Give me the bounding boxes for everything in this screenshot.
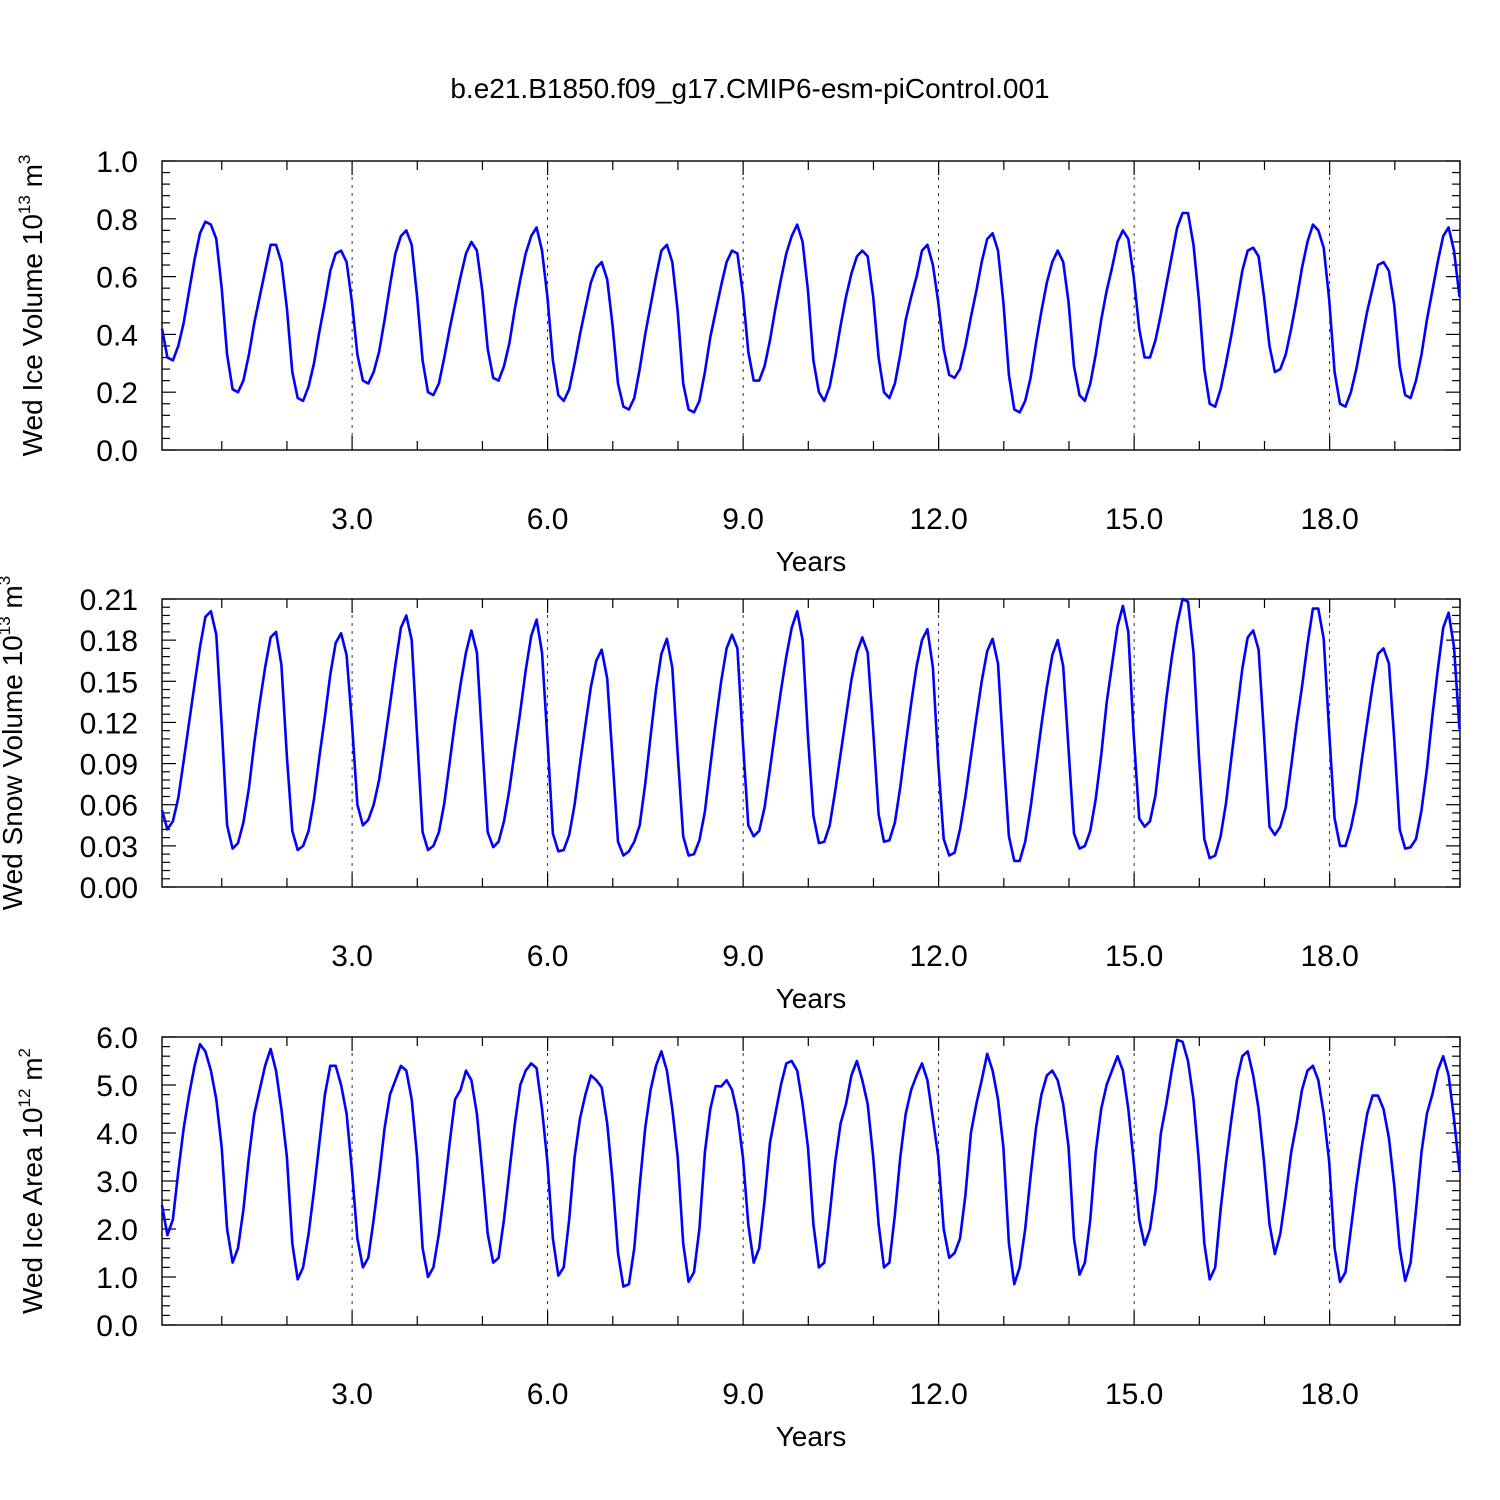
y-tick-label: 0.03 xyxy=(80,831,138,864)
y-axis-title-part: 3 xyxy=(15,155,34,164)
y-tick-label: 0.8 xyxy=(96,204,138,237)
y-axis-title-part: 2 xyxy=(15,1048,34,1057)
y-tick-label: 0.6 xyxy=(96,262,138,295)
figure-title: b.e21.B1850.f09_g17.CMIP6-esm-piControl.… xyxy=(450,73,1049,104)
y-axis-title: Wed Snow Volume 1013 m3 xyxy=(0,576,28,910)
y-tick-label: 0.21 xyxy=(80,584,138,617)
y-tick-label: 0.15 xyxy=(80,666,138,699)
y-tick-label: 0.0 xyxy=(96,1310,138,1343)
ice-volume-panel: 0.0 0.2 0.4 0.6 0.8 1.0 3.0 6.0 9.0 12.0 15.0 18.0 Y… xyxy=(15,146,1461,577)
y-axis-title-part: m xyxy=(0,585,28,616)
y-axis-title-part: 3 xyxy=(0,576,14,585)
x-tick-label: 12.0 xyxy=(909,1378,967,1411)
x-tick-label: 3.0 xyxy=(331,503,373,536)
y-tick-label: 5.0 xyxy=(96,1070,138,1103)
y-axis-title-part: 12 xyxy=(15,1089,34,1108)
ice-area-panel: 0.0 1.0 2.0 3.0 4.0 5.0 6.0 3.0 6.0 9.0 12.0 15.0 18… xyxy=(15,1022,1461,1452)
series-line xyxy=(160,597,1461,863)
plot-frame xyxy=(161,1036,1461,1326)
x-tick-label: 15.0 xyxy=(1105,503,1163,536)
x-tick-label: 9.0 xyxy=(722,503,764,536)
y-tick-label: 0.18 xyxy=(80,625,138,658)
y-tick-label: 3.0 xyxy=(96,1166,138,1199)
x-tick-label: 3.0 xyxy=(331,1378,373,1411)
y-tick-label: 0.06 xyxy=(80,790,138,823)
plot-frame xyxy=(161,598,1461,888)
y-tick-label: 0.12 xyxy=(80,707,138,740)
x-axis-title: Years xyxy=(776,546,847,577)
y-tick-label: 1.0 xyxy=(96,146,138,179)
x-tick-label: 12.0 xyxy=(909,503,967,536)
y-tick-label: 0.09 xyxy=(80,749,138,782)
y-tick-label: 0.4 xyxy=(96,319,138,352)
series-line xyxy=(160,211,1461,414)
x-tick-label: 18.0 xyxy=(1300,503,1358,536)
x-tick-label: 9.0 xyxy=(722,940,764,973)
series-line xyxy=(160,1038,1461,1288)
x-tick-label: 18.0 xyxy=(1300,940,1358,973)
x-tick-label: 15.0 xyxy=(1105,1378,1163,1411)
x-tick-label: 12.0 xyxy=(909,940,967,973)
x-tick-label: 15.0 xyxy=(1105,940,1163,973)
y-axis-title: Wed Ice Area 1012 m2 xyxy=(15,1048,48,1314)
y-tick-label: 0.2 xyxy=(96,377,138,410)
y-tick-label: 2.0 xyxy=(96,1214,138,1247)
x-tick-label: 9.0 xyxy=(722,1378,764,1411)
plot-frame xyxy=(161,160,1461,451)
y-axis-title-part: Wed Ice Area 10 xyxy=(17,1108,48,1315)
x-tick-label: 6.0 xyxy=(527,940,569,973)
y-axis-title: Wed Ice Volume 1013 m3 xyxy=(15,155,48,457)
y-axis-title-part: Wed Snow Volume 10 xyxy=(0,635,28,910)
y-tick-label: 0.0 xyxy=(96,435,138,468)
y-tick-label: 6.0 xyxy=(96,1022,138,1055)
x-axis-title: Years xyxy=(776,983,847,1014)
y-axis-title-part: m xyxy=(17,1057,48,1088)
x-tick-label: 3.0 xyxy=(331,940,373,973)
y-tick-label: 0.00 xyxy=(80,872,138,905)
x-tick-label: 18.0 xyxy=(1300,1378,1358,1411)
x-axis-title: Years xyxy=(776,1421,847,1452)
y-tick-label: 1.0 xyxy=(96,1262,138,1295)
y-axis-title-part: Wed Ice Volume 10 xyxy=(17,214,48,456)
y-axis-title-part: 13 xyxy=(15,195,34,214)
y-axis-title-part: 13 xyxy=(0,616,14,635)
snow-volume-panel: 0.00 0.03 0.06 0.09 0.12 0.15 0.18 0.21 3.0 6.0 9.… xyxy=(0,576,1461,1014)
y-tick-label: 4.0 xyxy=(96,1118,138,1151)
y-axis-title-part: m xyxy=(17,164,48,195)
x-tick-label: 6.0 xyxy=(527,1378,569,1411)
x-tick-label: 6.0 xyxy=(527,503,569,536)
